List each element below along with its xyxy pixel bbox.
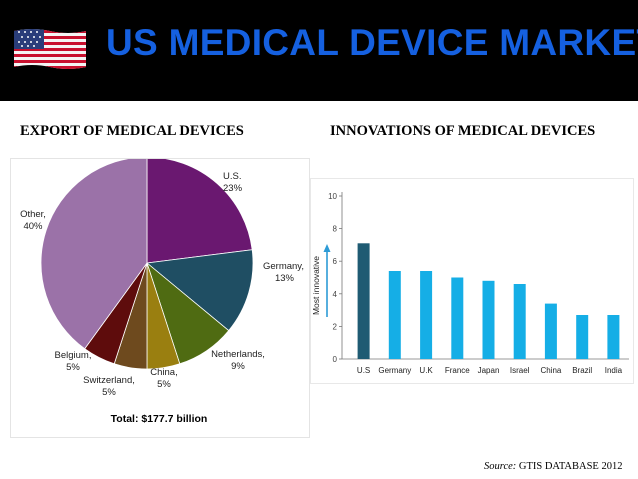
- bar-u-k: [420, 271, 433, 359]
- source-text: GTIS DATABASE 2012: [518, 461, 623, 472]
- y-tick-label-4: 4: [333, 290, 338, 299]
- x-tick-label-japan: Japan: [478, 366, 500, 375]
- pie-label-germany: Germany,: [263, 261, 304, 272]
- x-tick-label-u-k: U.K: [419, 366, 433, 375]
- pie-value-other: 40%: [23, 221, 43, 232]
- bar-india: [607, 315, 620, 359]
- title-banner: US MEDICAL DEVICE MARKET: [0, 0, 638, 101]
- innovation-section-title: INNOVATIONS OF MEDICAL DEVICES: [330, 123, 596, 139]
- us-flag-icon: [14, 29, 86, 69]
- pie-slice-other: [40, 156, 148, 350]
- y-tick-label-6: 6: [333, 257, 338, 266]
- bar-chart-frame: 0 2 4 6 8 10 Most innovative U.S Germany U.K Franc…: [310, 178, 634, 384]
- pie-label-u-s: U.S.: [223, 171, 241, 182]
- x-tick-label-germany: Germany: [378, 366, 411, 375]
- pie-value-belgium: 5%: [66, 362, 80, 373]
- pie-label-china: China,: [150, 367, 177, 378]
- source-label: Source:: [484, 461, 517, 472]
- x-tick-label-china: China: [540, 366, 561, 375]
- x-tick-label-u-s: U.S: [357, 366, 370, 375]
- y-tick-label-8: 8: [333, 225, 338, 234]
- bar-japan: [482, 280, 495, 359]
- y-tick-label-10: 10: [328, 192, 337, 201]
- x-tick-label-france: France: [445, 366, 470, 375]
- x-tick-label-india: India: [605, 366, 623, 375]
- y-tick-label-0: 0: [333, 355, 338, 364]
- x-tick-label-brazil: Brazil: [572, 366, 592, 375]
- pie-label-switzerland: Switzerland,: [83, 375, 135, 386]
- pie-label-belgium: Belgium,: [55, 350, 92, 361]
- x-tick-label-israel: Israel: [510, 366, 530, 375]
- page-title: US MEDICAL DEVICE MARKET: [106, 22, 638, 63]
- bar-u-s: [357, 243, 370, 359]
- bar-brazil: [576, 315, 589, 359]
- pie-label-netherlands: Netherlands,: [211, 349, 265, 360]
- source-note: Source: GTIS DATABASE 2012: [484, 461, 622, 472]
- y-tick-label-2: 2: [333, 322, 338, 331]
- pie-value-switzerland: 5%: [102, 387, 116, 398]
- export-pie-chart: U.S.23%Germany,13%Netherlands,9%China,5%…: [20, 156, 304, 425]
- bar-france: [451, 277, 464, 359]
- innovation-bar-chart: 0 2 4 6 8 10 Most innovative U.S Germany U.K Franc…: [311, 192, 629, 375]
- pie-value-netherlands: 9%: [231, 361, 245, 372]
- pie-value-u-s: 23%: [223, 183, 243, 194]
- bar-israel: [513, 284, 526, 359]
- y-axis-label: Most innovative: [311, 256, 321, 315]
- bar-germany: [388, 271, 401, 359]
- pie-value-china: 5%: [157, 379, 171, 390]
- pie-slice-germany: [146, 249, 254, 332]
- pie-chart-frame: U.S. 23% Germany, 13% Netherlands, 9% China, 5%…: [10, 156, 310, 438]
- pie-total-label: Total: $177.7 billion: [111, 413, 208, 425]
- export-section-title: EXPORT OF MEDICAL DEVICES: [20, 123, 244, 139]
- y-axis-arrow-icon: [323, 244, 331, 252]
- pie-value-germany: 13%: [275, 273, 295, 284]
- bar-china: [544, 303, 557, 359]
- pie-slice-u-s: [146, 156, 253, 264]
- pie-label-other: Other,: [20, 209, 46, 220]
